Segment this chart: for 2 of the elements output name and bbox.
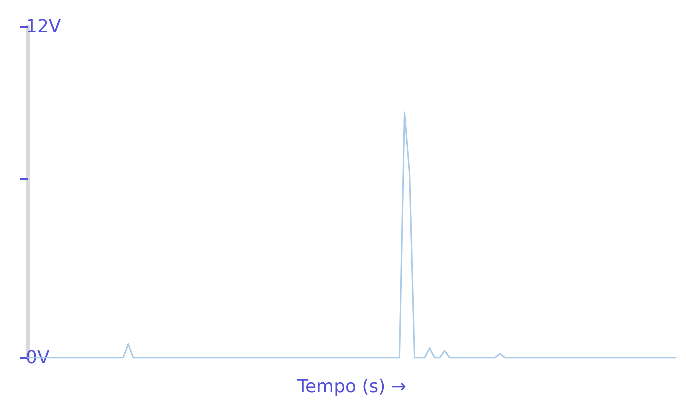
x-axis-title: Tempo (s) →	[296, 376, 406, 398]
y-tick-label: 12V	[26, 16, 62, 38]
